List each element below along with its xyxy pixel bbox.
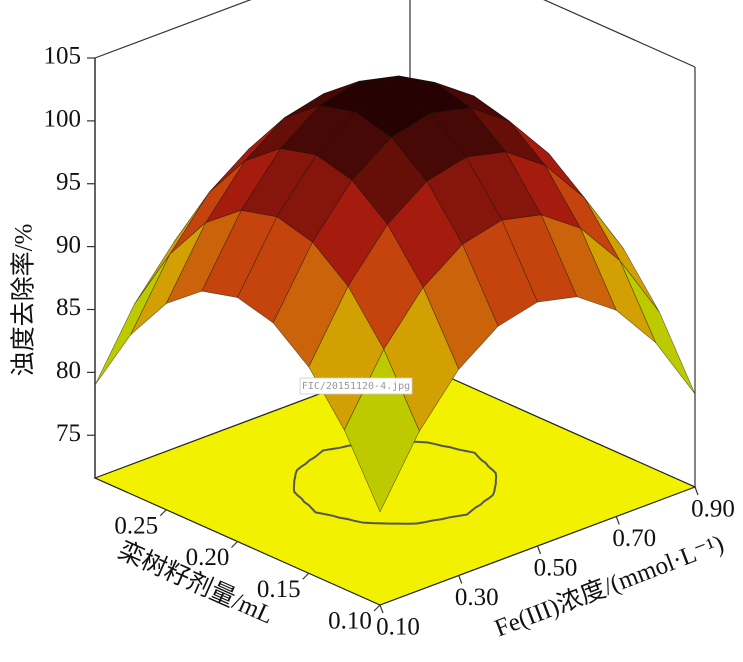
y-tick-label: 0.10 xyxy=(328,608,372,635)
x-tick xyxy=(694,486,699,496)
z-tick-label: 95 xyxy=(56,168,81,195)
x-tick xyxy=(458,575,463,584)
y-tick xyxy=(231,541,238,548)
surface-patch xyxy=(619,260,696,395)
y-tick xyxy=(159,509,167,517)
z-tick-label: 75 xyxy=(56,420,81,447)
x-tick-label: 0.10 xyxy=(376,614,420,641)
x-tick xyxy=(379,604,384,614)
y-tick xyxy=(302,572,310,580)
z-tick-label: 105 xyxy=(44,43,82,70)
y-tick xyxy=(373,604,381,612)
y-tick-label: 0.25 xyxy=(114,512,158,539)
box-edge xyxy=(543,0,696,68)
box-edge xyxy=(94,0,252,59)
x-tick-label: 0.50 xyxy=(534,555,578,582)
x-tick xyxy=(536,545,542,555)
y-tick-label: 0.20 xyxy=(186,544,230,571)
annotation: FIC/20151120-4.jpg xyxy=(302,381,410,392)
z-tick-label: 80 xyxy=(56,357,81,384)
x-tick-label: 0.30 xyxy=(455,584,499,611)
x-tick-label: 0.90 xyxy=(691,496,735,523)
z-tick-label: 90 xyxy=(56,231,81,258)
surface-patch xyxy=(94,253,171,386)
x-tick xyxy=(615,516,620,525)
z-tick-label: 85 xyxy=(56,294,81,321)
x-tick-label: 0.70 xyxy=(612,525,656,552)
z-axis-title: 浊度去除率/% xyxy=(10,224,38,377)
surface xyxy=(94,75,696,513)
y-tick-label: 0.15 xyxy=(257,576,301,603)
annotation-box xyxy=(299,377,413,395)
z-tick-label: 100 xyxy=(44,106,82,133)
